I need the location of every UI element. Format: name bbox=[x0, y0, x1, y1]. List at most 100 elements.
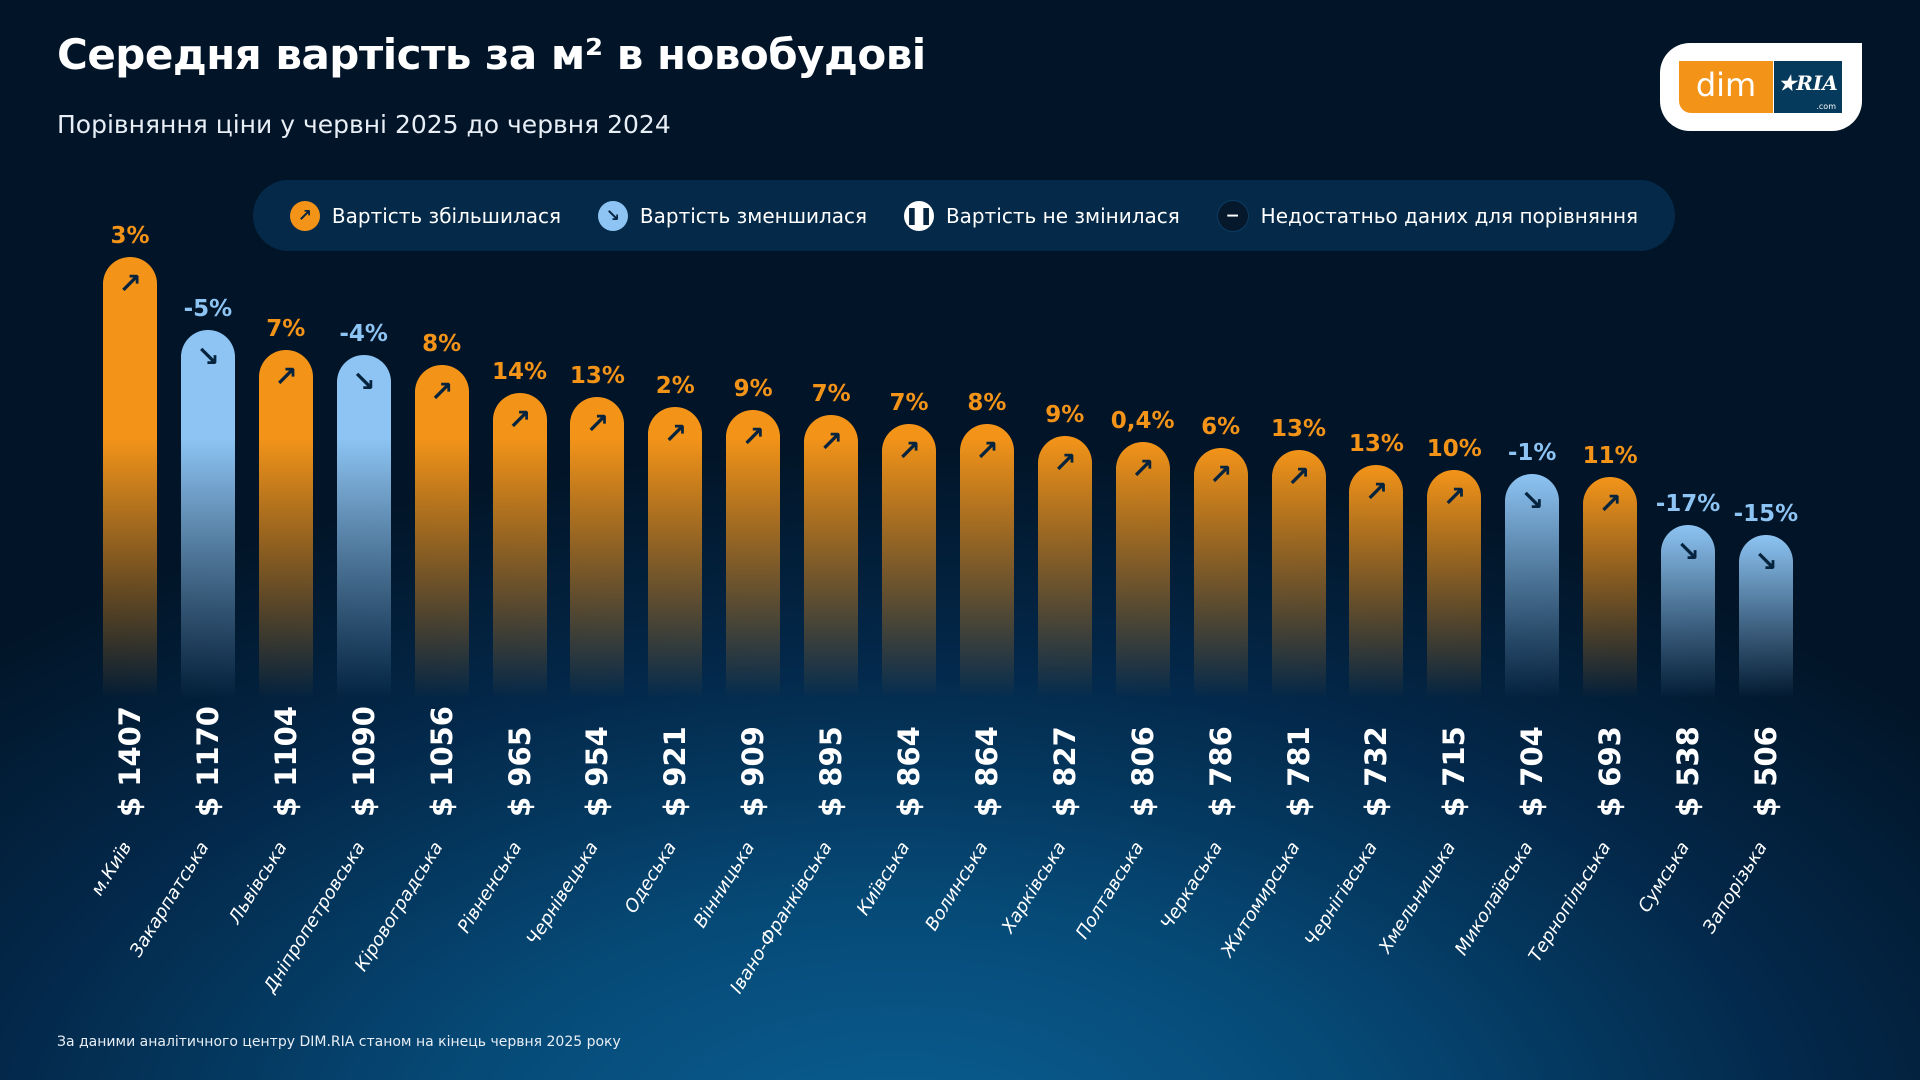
change-label: 7% bbox=[266, 316, 306, 343]
page-title: Середня вартість за м² в новобудові bbox=[57, 30, 926, 79]
bar: ↘ bbox=[1738, 534, 1793, 698]
bar: ↗ bbox=[414, 365, 469, 698]
value-label: $ 704 bbox=[1515, 726, 1550, 817]
category-label: Рівненська bbox=[453, 838, 526, 937]
legend-item-increase: ↗ Вартість збільшилася bbox=[289, 200, 562, 231]
category-label: Кіровоградська bbox=[350, 838, 448, 976]
value-label: $ 781 bbox=[1281, 726, 1316, 817]
legend-label: Недостатньо даних для порівняння bbox=[1260, 203, 1639, 228]
change-label: -4% bbox=[339, 320, 388, 347]
arrow-up-right-icon: ↗ bbox=[289, 200, 320, 231]
change-label: 8% bbox=[422, 331, 462, 358]
change-label: 9% bbox=[733, 376, 773, 403]
arrow-up-right-icon: ↗ bbox=[1598, 487, 1622, 521]
value-label: $ 827 bbox=[1047, 726, 1082, 817]
change-label: 9% bbox=[1045, 401, 1085, 428]
change-label: 11% bbox=[1582, 443, 1638, 470]
bar: ↗ bbox=[1583, 477, 1638, 698]
change-label: 7% bbox=[889, 390, 929, 417]
arrow-up-right-icon: ↗ bbox=[1130, 452, 1155, 486]
value-label: $ 1407 bbox=[113, 706, 147, 817]
category-label: Черкаська bbox=[1156, 838, 1227, 934]
category-label: Миколаївська bbox=[1451, 838, 1538, 960]
value-label: $ 1170 bbox=[190, 706, 225, 817]
category-label: Закарпатська bbox=[125, 838, 214, 961]
value-label: $ 538 bbox=[1671, 726, 1705, 817]
arrow-up-right-icon: ↗ bbox=[819, 424, 843, 458]
bar: ↗ bbox=[103, 256, 157, 698]
value-label: $ 965 bbox=[502, 726, 537, 817]
bar: ↗ bbox=[882, 424, 936, 698]
arrow-up-right-icon: ↗ bbox=[1208, 458, 1233, 492]
value-label: $ 786 bbox=[1203, 726, 1238, 817]
legend-item-unchanged: ❚❚ Вартість не змінилася bbox=[903, 200, 1180, 231]
arrow-down-right-icon: ↘ bbox=[1754, 544, 1778, 578]
bar: ↘ bbox=[180, 329, 235, 698]
change-label: 0,4% bbox=[1110, 408, 1175, 435]
bar: ↗ bbox=[1115, 442, 1170, 698]
bar: ↗ bbox=[570, 396, 625, 698]
value-label: $ 921 bbox=[658, 726, 693, 817]
arrow-up-right-icon: ↗ bbox=[1053, 445, 1077, 479]
minus-icon: − bbox=[1216, 199, 1249, 232]
change-label: -17% bbox=[1655, 490, 1721, 517]
change-label: 2% bbox=[655, 372, 695, 399]
legend: ↗ Вартість збільшилася ↘ Вартість зменши… bbox=[253, 180, 1675, 251]
arrow-down-right-icon: ↘ bbox=[597, 200, 628, 231]
bar: ↗ bbox=[726, 410, 781, 698]
value-label: $ 864 bbox=[969, 726, 1004, 817]
bar: ↘ bbox=[1661, 524, 1715, 698]
arrow-up-right-icon: ↗ bbox=[897, 434, 921, 468]
category-label: Київська bbox=[852, 838, 915, 920]
logo-dim: dim bbox=[1679, 61, 1773, 113]
change-label: 8% bbox=[967, 390, 1007, 417]
dim-ria-logo: dim ★RIA .com bbox=[1660, 43, 1862, 131]
value-label: $ 909 bbox=[736, 726, 771, 817]
category-label: Харківська bbox=[997, 838, 1071, 938]
category-label: Львівська bbox=[224, 838, 292, 928]
arrow-up-right-icon: ↗ bbox=[1364, 475, 1389, 509]
bar: ↗ bbox=[1037, 435, 1092, 698]
bar: ↗ bbox=[959, 424, 1014, 698]
legend-label: Вартість збільшилася bbox=[331, 203, 562, 228]
value-label: $ 864 bbox=[892, 726, 926, 817]
legend-item-no-data: − Недостатньо даних для порівняння bbox=[1216, 199, 1639, 232]
source-footnote: За даними аналітичного центру DIM.RIA ст… bbox=[57, 1034, 621, 1050]
category-label: Сумська bbox=[1634, 838, 1695, 917]
value-label: $ 895 bbox=[814, 726, 849, 817]
value-label: $ 1056 bbox=[424, 706, 459, 817]
change-label: 13% bbox=[1270, 415, 1327, 442]
value-label: $ 715 bbox=[1437, 726, 1472, 817]
arrow-up-right-icon: ↗ bbox=[663, 416, 688, 450]
category-label: Чернівецька bbox=[522, 838, 604, 950]
pause-icon: ❚❚ bbox=[903, 200, 934, 231]
value-label: $ 1104 bbox=[268, 706, 303, 817]
arrow-up-right-icon: ↗ bbox=[429, 375, 454, 409]
category-label: Вінницька bbox=[689, 838, 760, 932]
change-label: 7% bbox=[811, 380, 851, 407]
category-label: Запорізька bbox=[1698, 838, 1772, 938]
arrow-down-right-icon: ↘ bbox=[196, 339, 220, 373]
category-label: Хмельницька bbox=[1375, 838, 1461, 958]
arrow-up-right-icon: ↗ bbox=[507, 403, 532, 437]
change-label: 14% bbox=[491, 359, 548, 386]
arrow-up-right-icon: ↗ bbox=[1442, 480, 1467, 514]
bar: ↗ bbox=[1349, 465, 1404, 698]
bar: ↗ bbox=[1427, 470, 1482, 698]
category-label: Одеська bbox=[620, 838, 682, 918]
change-label: -1% bbox=[1507, 439, 1557, 466]
value-label: $ 806 bbox=[1125, 726, 1160, 817]
arrow-up-right-icon: ↗ bbox=[1286, 459, 1311, 493]
change-label: 13% bbox=[569, 362, 625, 389]
arrow-down-right-icon: ↘ bbox=[1676, 534, 1700, 568]
legend-label: Вартість зменшилася bbox=[639, 203, 868, 228]
logo-ria: ★RIA .com bbox=[1774, 61, 1842, 113]
category-label: Житомирська bbox=[1216, 838, 1305, 961]
arrow-up-right-icon: ↗ bbox=[118, 266, 142, 300]
page-subtitle: Порівняння ціни у червні 2025 до червня … bbox=[57, 110, 671, 139]
value-label: $ 693 bbox=[1593, 726, 1628, 817]
bar: ↗ bbox=[1271, 449, 1326, 698]
value-label: $ 1090 bbox=[346, 706, 381, 817]
change-label: 6% bbox=[1201, 414, 1241, 441]
bar: ↗ bbox=[1193, 448, 1248, 698]
